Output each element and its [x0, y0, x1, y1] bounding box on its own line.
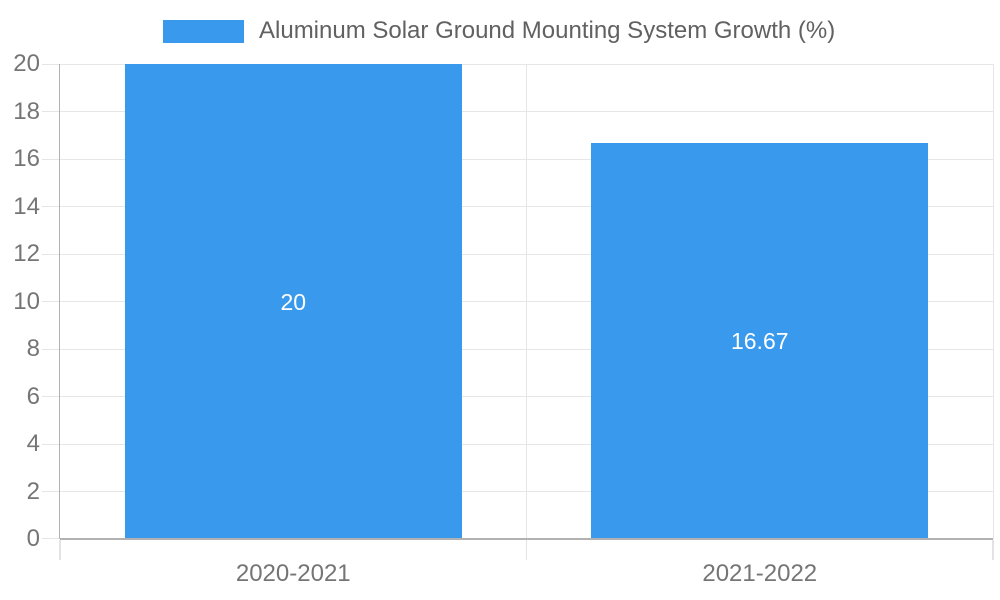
x-axis-category-label: 2021-2022 — [702, 560, 818, 587]
y-gridline — [42, 206, 993, 207]
bar-2020-2021[interactable] — [124, 64, 462, 539]
y-gridline — [42, 301, 993, 302]
y-axis-line — [58, 64, 60, 539]
legend-item[interactable]: Aluminum Solar Ground Mounting System Gr… — [163, 17, 835, 45]
legend-swatch — [163, 19, 244, 43]
y-gridline — [42, 63, 993, 65]
bar-value-label: 20 — [280, 288, 307, 315]
category-boundary-gridline — [526, 64, 527, 539]
y-gridline — [42, 158, 993, 160]
y-gridline — [42, 111, 993, 112]
y-axis-tick-label: 16 — [13, 145, 40, 172]
legend-label: Aluminum Solar Ground Mounting System Gr… — [259, 17, 836, 44]
y-axis-tick-label: 10 — [13, 287, 40, 315]
x-axis-tick — [525, 540, 528, 560]
bar-value-label: 16.67 — [730, 328, 789, 355]
y-gridline — [42, 443, 993, 445]
y-axis-tick-label: 12 — [13, 240, 40, 267]
bar-2021-2022[interactable] — [591, 143, 929, 539]
y-gridline — [42, 396, 993, 397]
y-axis-tick-label: 8 — [26, 335, 40, 362]
y-gridline — [42, 348, 993, 350]
y-axis-tick-label: 4 — [26, 430, 40, 457]
y-axis-tick-label: 14 — [13, 192, 40, 220]
x-axis-tick — [59, 540, 61, 560]
x-axis-tick — [992, 540, 994, 560]
x-axis-category-label: 2020-2021 — [235, 560, 351, 587]
y-axis-tick-label: 0 — [26, 525, 40, 552]
category-boundary-gridline — [992, 64, 994, 539]
y-gridline — [42, 491, 993, 492]
y-axis-tick-label: 18 — [13, 97, 40, 125]
y-gridline — [42, 253, 993, 255]
x-axis-line — [60, 538, 993, 540]
y-axis-tick-label: 20 — [13, 50, 40, 77]
y-axis-tick-label: 6 — [26, 382, 40, 410]
y-tick-stub — [42, 538, 60, 539]
y-axis-tick-label: 2 — [26, 477, 40, 505]
